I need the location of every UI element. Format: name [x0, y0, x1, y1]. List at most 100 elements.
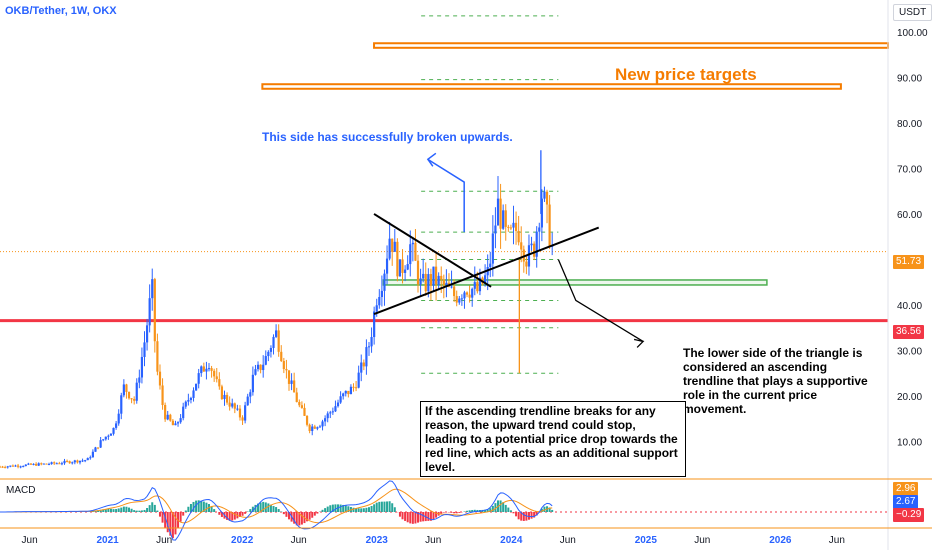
y-tick-label: 60.00 — [897, 210, 922, 221]
macd-histogram-bar — [362, 508, 365, 512]
candle-body — [153, 279, 156, 342]
macd-histogram-bar — [138, 510, 141, 512]
macd-histogram-bar — [197, 500, 200, 512]
red-level-badge: 36.56 — [893, 325, 925, 339]
candle-body — [380, 290, 383, 297]
candle-body — [236, 408, 239, 410]
candle-body — [104, 436, 107, 440]
candle-body — [274, 330, 278, 337]
macd-histogram-bar — [419, 512, 422, 522]
macd-histogram-bar — [388, 501, 391, 512]
macd-histogram-bar — [99, 509, 102, 512]
candle-body — [127, 391, 131, 399]
x-tick-label: 2021 — [97, 535, 120, 546]
x-tick-label: 2022 — [231, 535, 254, 546]
macd-histogram-bar — [380, 501, 383, 512]
macd-histogram-bar — [530, 512, 533, 519]
candle-body — [164, 404, 167, 420]
candle-body — [40, 463, 43, 465]
candle-body — [96, 447, 100, 449]
macd-histogram-bar — [342, 504, 345, 512]
candle-body — [391, 238, 394, 252]
macd-histogram-bar — [391, 503, 394, 512]
candle-body — [55, 463, 58, 465]
candle-body — [293, 380, 296, 393]
candle-body — [432, 266, 435, 286]
macd-histogram-badge: −0.29 — [893, 508, 925, 522]
candle-body — [220, 386, 224, 400]
macd-histogram-bar — [347, 506, 350, 512]
candle-body — [383, 273, 386, 291]
candle-body — [32, 463, 35, 465]
candle-body — [305, 415, 309, 425]
macd-histogram-bar — [107, 508, 110, 512]
target-zones — [261, 42, 889, 286]
candle-body — [218, 379, 221, 387]
candle-body — [19, 466, 22, 468]
candle-body — [47, 463, 51, 465]
candle-body — [29, 463, 33, 465]
candle-body — [109, 433, 113, 436]
candle-body — [347, 390, 350, 395]
macd-histogram-bar — [504, 504, 507, 512]
currency-button[interactable]: USDT — [893, 4, 932, 21]
macd-histogram-bar — [548, 507, 551, 512]
macd-histogram-bar — [102, 509, 105, 512]
candle-body — [520, 242, 523, 250]
y-tick-label: 40.00 — [897, 301, 922, 312]
candle-body — [215, 376, 218, 380]
candle-body — [169, 414, 172, 421]
candle-body — [68, 461, 71, 464]
macd-histogram-bar — [285, 512, 288, 517]
candle-body — [530, 243, 533, 246]
candle-body — [434, 266, 438, 285]
candle-body — [210, 368, 213, 371]
y-tick-label: 10.00 — [897, 438, 922, 449]
candle-body — [373, 311, 376, 338]
candle-body — [71, 462, 74, 464]
x-tick-label: 2026 — [769, 535, 792, 546]
macd-histogram-bar — [120, 507, 123, 512]
macd-histogram-bar — [115, 509, 118, 512]
macd-histogram-bar — [226, 512, 229, 520]
macd-histogram-bar — [228, 512, 231, 521]
candle-body — [509, 227, 513, 229]
triangle-upper-side — [373, 213, 492, 288]
candle-body — [6, 466, 9, 468]
macd-histogram-bar — [122, 506, 125, 512]
macd-histogram-bar — [352, 507, 355, 512]
macd-histogram-bar — [367, 507, 370, 512]
candle-body — [256, 364, 260, 370]
candle-body — [249, 392, 252, 397]
x-tick-label: Jun — [22, 535, 38, 546]
macd-histogram-bar — [535, 512, 538, 516]
candle-body — [471, 288, 474, 298]
macd-histogram-bar — [370, 506, 373, 512]
macd-histogram-bar — [453, 512, 456, 514]
macd-histogram-bar — [135, 510, 138, 512]
macd-histogram-bar — [393, 507, 396, 512]
candle-body — [138, 377, 141, 383]
macd-histogram-bar — [489, 508, 492, 512]
candle-body — [455, 296, 458, 303]
candle-body — [282, 361, 285, 369]
macd-histogram-bar — [507, 507, 510, 512]
y-tick-label: 80.00 — [897, 119, 922, 130]
macd-histogram-bar — [249, 509, 252, 512]
candle-body — [370, 337, 373, 347]
macd-histogram-bar — [404, 512, 407, 521]
candle-body — [179, 418, 182, 423]
macd-histogram-bar — [365, 507, 368, 512]
x-tick-label: Jun — [291, 535, 307, 546]
macd-histogram-bar — [220, 512, 223, 517]
candle-body — [478, 277, 482, 292]
macd-histogram-bar — [244, 512, 247, 514]
candle-body — [422, 273, 425, 279]
macd-histogram-bar — [241, 512, 244, 516]
macd-histogram-bar — [512, 512, 515, 514]
candle-body — [453, 286, 456, 297]
candle-body — [200, 366, 203, 374]
macd-histogram-bar — [189, 503, 192, 512]
